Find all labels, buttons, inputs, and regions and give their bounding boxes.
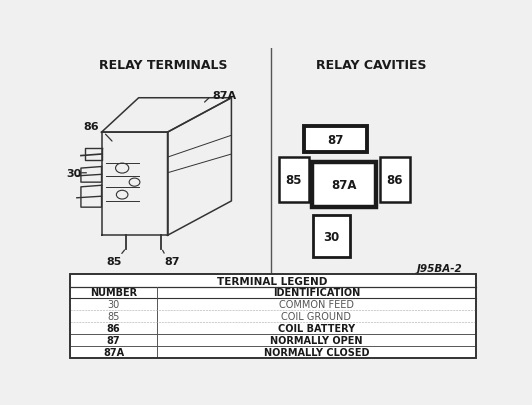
- FancyBboxPatch shape: [279, 158, 309, 203]
- Text: 85: 85: [106, 256, 122, 266]
- Text: 87: 87: [164, 256, 179, 266]
- Bar: [70, 275, 476, 358]
- Text: COIL BATTERY: COIL BATTERY: [278, 323, 355, 333]
- Text: RELAY CAVITIES: RELAY CAVITIES: [317, 59, 427, 72]
- FancyBboxPatch shape: [304, 126, 368, 153]
- Text: RELAY TERMINALS: RELAY TERMINALS: [99, 59, 228, 72]
- Text: COMMON FEED: COMMON FEED: [279, 299, 354, 309]
- FancyBboxPatch shape: [380, 158, 410, 203]
- Text: COIL GROUND: COIL GROUND: [281, 311, 351, 321]
- Text: 86: 86: [84, 122, 99, 132]
- Text: 30: 30: [107, 299, 120, 309]
- FancyBboxPatch shape: [312, 162, 376, 208]
- Text: 87A: 87A: [103, 347, 124, 357]
- Text: NORMALLY CLOSED: NORMALLY CLOSED: [263, 347, 369, 357]
- Text: 87A: 87A: [212, 91, 236, 101]
- Text: 87A: 87A: [331, 179, 356, 192]
- Text: 85: 85: [107, 311, 120, 321]
- Text: 30: 30: [323, 230, 339, 243]
- Text: 87: 87: [327, 133, 344, 146]
- Text: 85: 85: [286, 174, 302, 187]
- Text: TERMINAL LEGEND: TERMINAL LEGEND: [218, 276, 328, 286]
- Text: 86: 86: [386, 174, 403, 187]
- Text: NUMBER: NUMBER: [90, 288, 137, 298]
- Text: J95BA-2: J95BA-2: [417, 264, 462, 273]
- Text: NORMALLY OPEN: NORMALLY OPEN: [270, 335, 363, 345]
- Text: IDENTIFICATION: IDENTIFICATION: [273, 288, 360, 298]
- FancyBboxPatch shape: [313, 215, 350, 258]
- Bar: [70, 275, 476, 358]
- Text: 30: 30: [66, 168, 81, 178]
- Text: 87: 87: [107, 335, 120, 345]
- Text: 86: 86: [107, 323, 120, 333]
